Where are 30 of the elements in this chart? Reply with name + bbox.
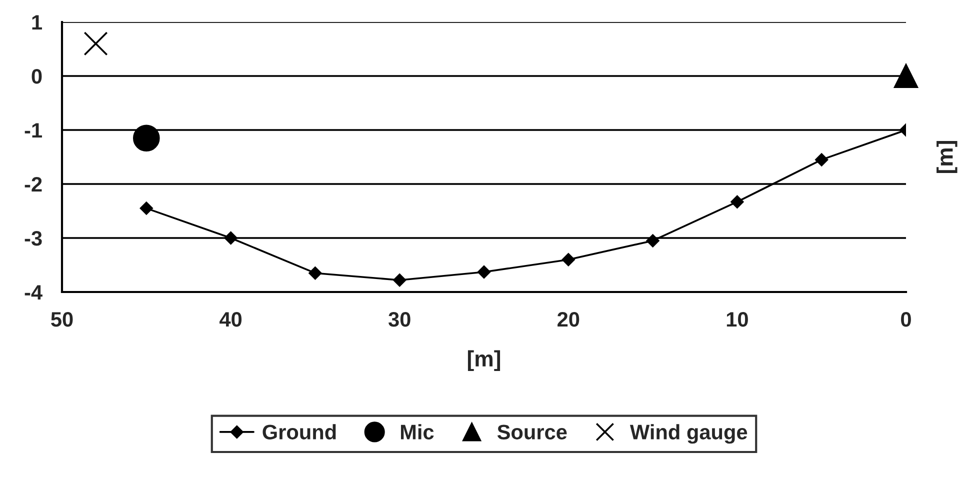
point xyxy=(393,274,406,287)
legend-label: Source xyxy=(497,424,567,440)
x-tick-label: 50 xyxy=(51,312,73,327)
x-tick-label: 20 xyxy=(558,312,580,327)
point xyxy=(894,64,918,88)
x-tick-label: 40 xyxy=(220,312,242,327)
point xyxy=(224,231,238,245)
point xyxy=(84,32,108,56)
point xyxy=(646,234,660,248)
point xyxy=(562,253,575,266)
y-tick-label: -3 xyxy=(24,231,42,246)
x-axis-title: [m] xyxy=(468,350,500,372)
y-tick-label: -2 xyxy=(24,177,42,192)
point xyxy=(308,266,322,280)
y-tick-label: -4 xyxy=(24,285,42,300)
point xyxy=(132,124,160,152)
x-tick-label: 0 xyxy=(901,312,911,327)
x-tick-label: 30 xyxy=(388,312,410,327)
legend-label: Mic xyxy=(400,424,434,440)
y-tick-label: 0 xyxy=(32,69,42,84)
y-tick-label: -1 xyxy=(24,123,42,138)
legend-label: Wind gauge xyxy=(630,424,748,444)
y-axis-title: [m] xyxy=(936,140,958,174)
x-tick-label: 10 xyxy=(726,312,748,327)
y-tick-label: 1 xyxy=(32,15,42,30)
point xyxy=(815,153,828,166)
point xyxy=(477,265,491,279)
point xyxy=(730,195,744,208)
point xyxy=(140,202,153,215)
legend-label: Ground xyxy=(262,424,336,440)
